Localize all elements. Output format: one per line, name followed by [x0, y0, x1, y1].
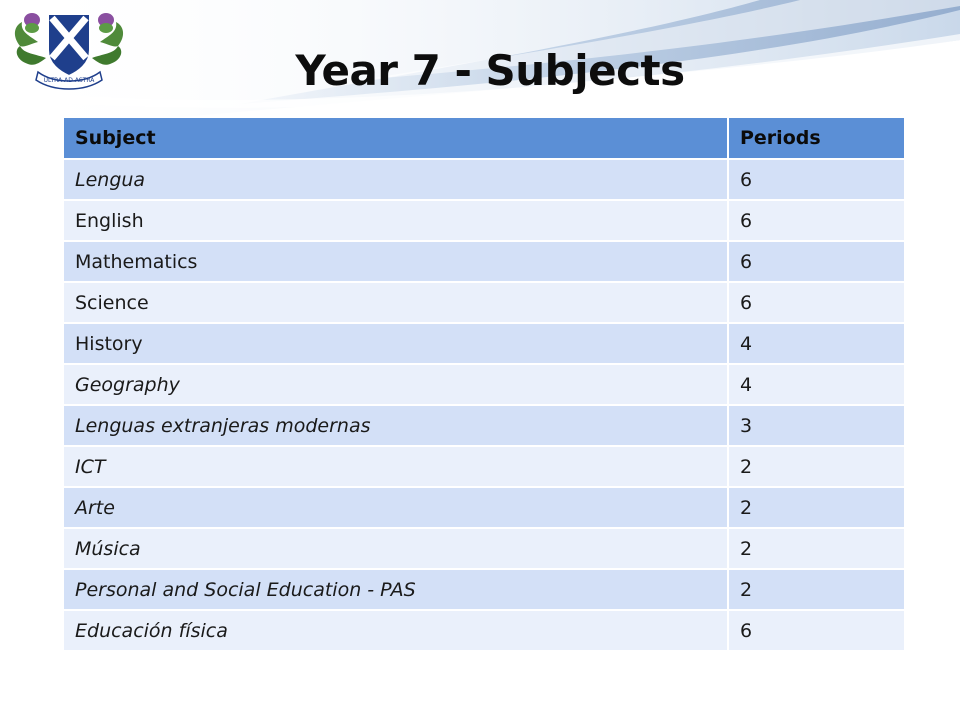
- periods-cell: 6: [727, 240, 904, 282]
- periods-cell: 3: [727, 404, 904, 446]
- periods-cell: 6: [727, 281, 904, 323]
- subject-cell: Mathematics: [64, 240, 728, 282]
- periods-cell: 6: [727, 609, 904, 650]
- subject-cell: Science: [64, 281, 728, 323]
- periods-cell: 6: [727, 199, 904, 241]
- table-row: Mathematics 6: [64, 240, 904, 282]
- table-row: Lenguas extranjeras modernas 3: [64, 404, 904, 446]
- table-row: Educación física 6: [64, 609, 904, 650]
- periods-cell: 2: [727, 445, 904, 487]
- periods-cell: 4: [727, 363, 904, 405]
- subject-cell: ICT: [64, 445, 728, 487]
- table-row: Lengua 6: [64, 158, 904, 200]
- periods-cell: 6: [727, 158, 904, 200]
- periods-cell: 2: [727, 486, 904, 528]
- table-row: Science 6: [64, 281, 904, 323]
- periods-cell: 2: [727, 568, 904, 610]
- slide-title: Year 7 - Subjects: [295, 46, 685, 95]
- subject-cell: Geography: [64, 363, 728, 405]
- subject-cell: Lengua: [64, 158, 728, 200]
- table-row: History 4: [64, 322, 904, 364]
- table-row: Arte 2: [64, 486, 904, 528]
- svg-text:ULTRA AD ASTRA: ULTRA AD ASTRA: [44, 77, 96, 84]
- subject-cell: English: [64, 199, 728, 241]
- table-row: Personal and Social Education - PAS 2: [64, 568, 904, 610]
- subject-cell: History: [64, 322, 728, 364]
- subject-cell: Arte: [64, 486, 728, 528]
- table-header-row: Subject Periods: [64, 118, 904, 159]
- table-row: ICT 2: [64, 445, 904, 487]
- periods-cell: 2: [727, 527, 904, 569]
- table-row: English 6: [64, 199, 904, 241]
- subject-cell: Música: [64, 527, 728, 569]
- subjects-table: Subject Periods Lengua 6 English 6 Mathema…: [64, 118, 904, 650]
- table-row: Geography 4: [64, 363, 904, 405]
- subject-cell: Lenguas extranjeras modernas: [64, 404, 728, 446]
- subject-cell: Personal and Social Education - PAS: [64, 568, 728, 610]
- column-header-subject: Subject: [64, 118, 728, 159]
- school-crest-icon: ULTRA AD ASTRA: [14, 13, 124, 90]
- column-header-periods: Periods: [727, 118, 904, 159]
- subject-cell: Educación física: [64, 609, 728, 650]
- table-row: Música 2: [64, 527, 904, 569]
- periods-cell: 4: [727, 322, 904, 364]
